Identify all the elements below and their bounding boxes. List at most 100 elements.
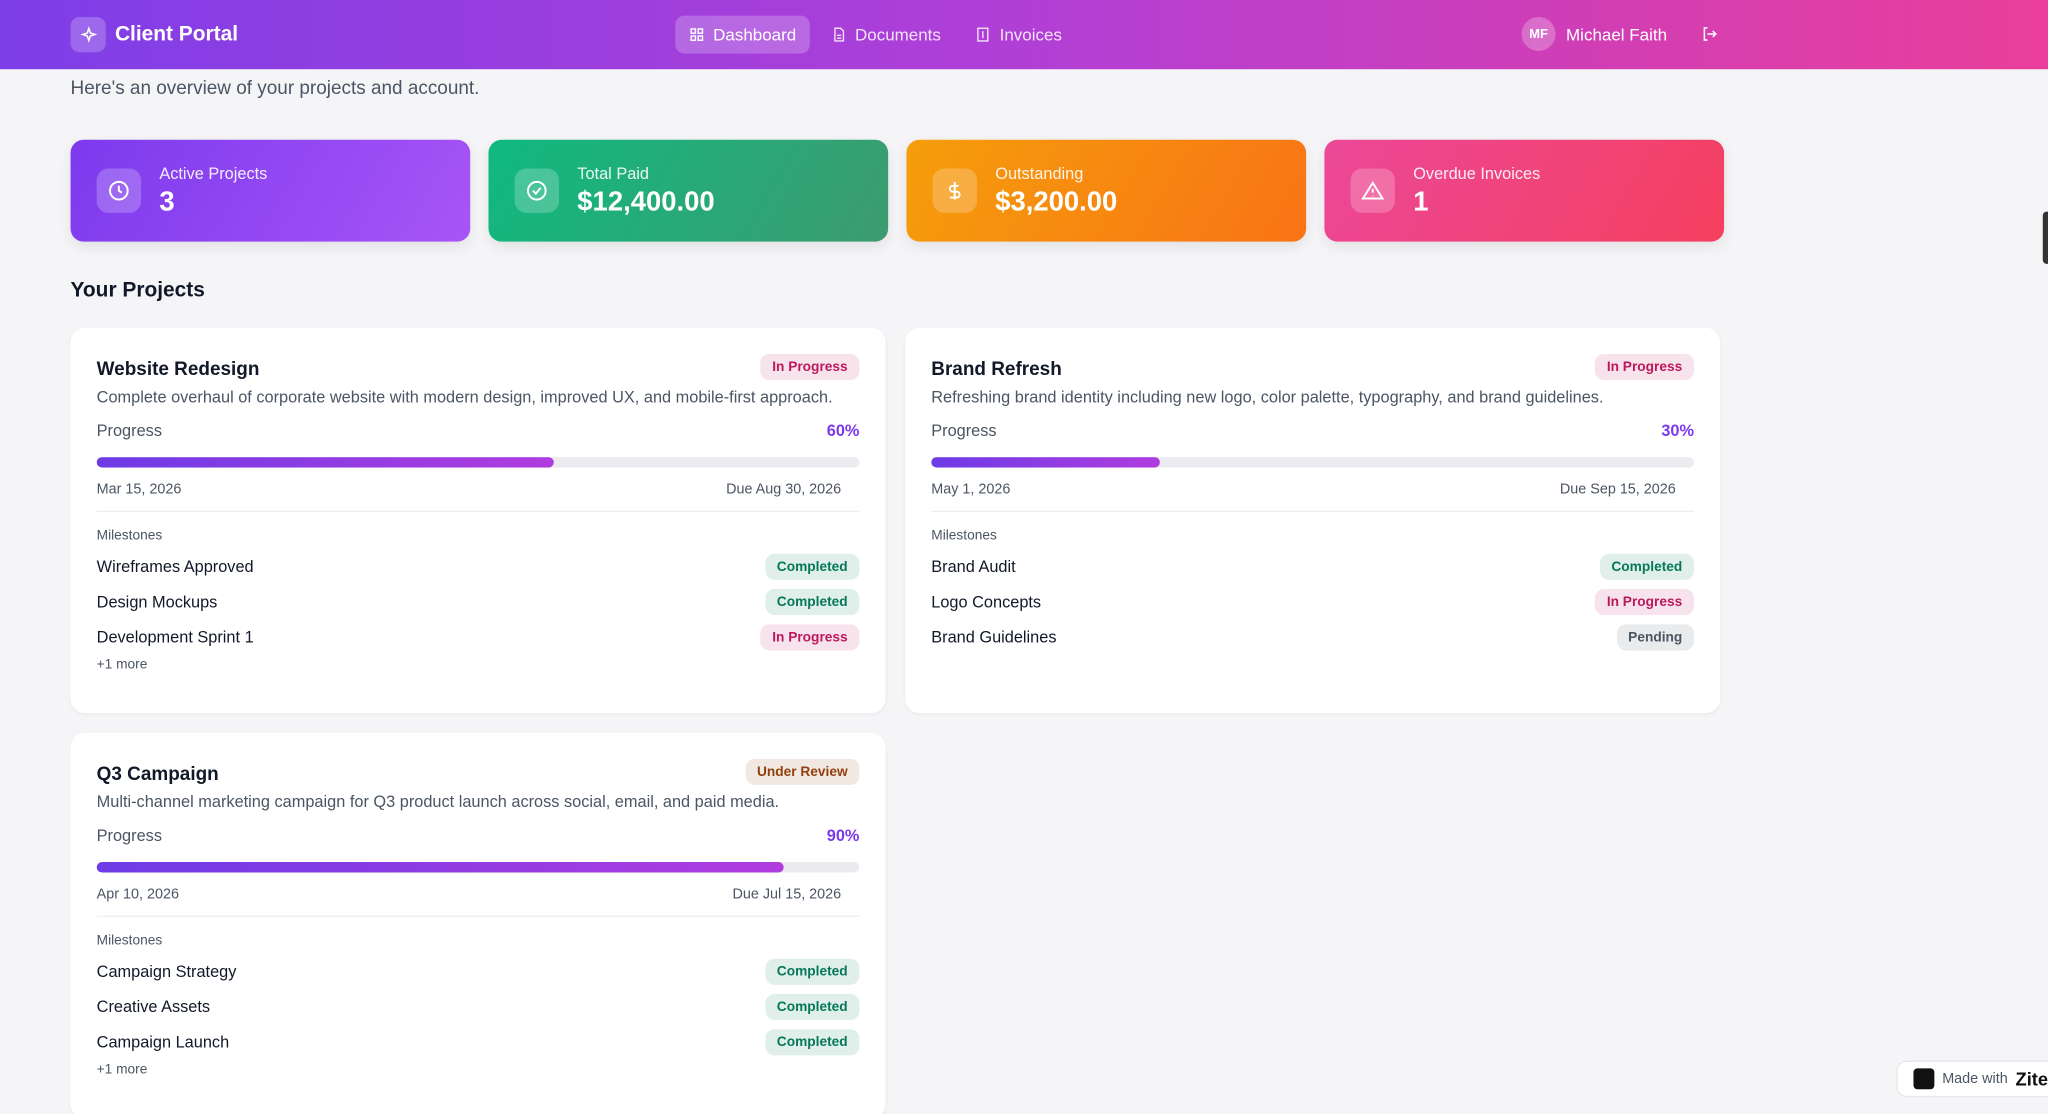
start-date: Apr 10, 2026 xyxy=(96,886,179,903)
nav-link[interactable]: Dashboard xyxy=(675,15,810,54)
milestones-heading: Milestones xyxy=(96,932,163,949)
project-description: Refreshing brand identity including new … xyxy=(931,387,1604,407)
due-date: Due Jul 15, 2026 xyxy=(732,886,842,903)
stat-card: Overdue Invoices 1 xyxy=(1324,139,1725,242)
status-badge: Completed xyxy=(765,1028,860,1055)
avatar: MF xyxy=(1521,16,1556,51)
stat-label: Active Projects xyxy=(159,163,268,183)
dates: Mar 15, 2026 Due Aug 30, 2026 xyxy=(96,481,860,512)
status-badge: Completed xyxy=(765,958,860,985)
milestones-heading: Milestones xyxy=(96,527,163,544)
milestone-name: Wireframes Approved xyxy=(96,557,254,576)
user-menu[interactable]: MF Michael Faith xyxy=(1521,16,1720,51)
status-badge: Completed xyxy=(765,588,860,615)
milestone-name: Logo Concepts xyxy=(931,592,1042,611)
milestone-name: Development Sprint 1 xyxy=(96,627,254,646)
stat-card: Outstanding $3,200.00 xyxy=(906,139,1307,242)
project-description: Complete overhaul of corporate website w… xyxy=(96,387,833,407)
project-name: Website Redesign xyxy=(96,358,260,380)
progress-track xyxy=(96,862,860,873)
stat-icon xyxy=(1350,168,1395,213)
navbar: Client Portal Dashboard Documents Invoices… xyxy=(0,0,2048,70)
badge-prefix: Made with xyxy=(1942,1071,2008,1087)
project-card[interactable]: Brand Refresh In Progress Refreshing brand… xyxy=(905,327,1721,714)
status-badge: In Progress xyxy=(1595,588,1695,615)
project-card[interactable]: Q3 Campaign Under Review Multi-channel mar… xyxy=(70,732,886,1114)
milestone-name: Creative Assets xyxy=(96,997,211,1016)
nav-link[interactable]: Documents xyxy=(817,16,954,54)
stat-text: Active Projects 3 xyxy=(159,164,267,218)
status-badge: Completed xyxy=(1599,553,1695,580)
milestone-name: Campaign Launch xyxy=(96,1032,230,1051)
icon xyxy=(948,181,961,200)
project-card[interactable]: Website Redesign In Progress Complete over… xyxy=(70,327,886,714)
stat-text: Outstanding $3,200.00 xyxy=(995,164,1117,218)
dates: Apr 10, 2026 Due Jul 15, 2026 xyxy=(96,886,860,917)
icon xyxy=(109,180,129,201)
milestone: Campaign Launch Completed xyxy=(97,1024,860,1059)
project-name: Brand Refresh xyxy=(931,358,1062,380)
stat-value: 1 xyxy=(1413,186,1429,217)
brand-name: Client Portal xyxy=(114,22,239,46)
progress-track xyxy=(931,457,1695,468)
milestone-name: Brand Audit xyxy=(931,557,1016,576)
card-header: Q3 Campaign Under Review xyxy=(97,758,860,785)
progress-fill xyxy=(96,457,555,468)
status-badge: Pending xyxy=(1616,623,1695,650)
zite-logo xyxy=(1913,1068,1935,1090)
scroll-handle xyxy=(2042,211,2048,264)
progress-row: Progress 60% xyxy=(97,422,860,440)
progress-value: 60% xyxy=(826,421,860,441)
more-link[interactable]: +1 more xyxy=(96,1061,148,1078)
stat-value: 3 xyxy=(159,186,175,217)
icon xyxy=(527,180,547,201)
milestone-name: Design Mockups xyxy=(96,592,218,611)
milestone-name: Campaign Strategy xyxy=(96,961,237,981)
stat-label: Overdue Invoices xyxy=(1413,163,1541,183)
status-badge: Completed xyxy=(765,553,860,580)
milestone-name: Brand Guidelines xyxy=(931,627,1057,646)
progress-value: 90% xyxy=(826,826,860,846)
stat-text: Overdue Invoices 1 xyxy=(1413,164,1540,218)
status-badge: Under Review xyxy=(745,758,860,785)
stat-card: Active Projects 3 xyxy=(70,139,471,242)
stat-icon xyxy=(932,168,977,213)
dates: May 1, 2026 Due Sep 15, 2026 xyxy=(931,481,1695,512)
stat-label: Outstanding xyxy=(995,163,1084,183)
stat-value: $12,400.00 xyxy=(577,186,715,217)
section-heading: Your Projects xyxy=(70,279,205,302)
start-date: May 1, 2026 xyxy=(931,481,1011,498)
brand[interactable]: Client Portal xyxy=(70,16,239,53)
card-header: Website Redesign In Progress xyxy=(96,353,860,381)
nav-icon xyxy=(690,28,704,41)
status-badge: In Progress xyxy=(760,353,860,381)
progress-label: Progress xyxy=(931,421,997,441)
progress-label: Progress xyxy=(96,826,162,846)
more-link[interactable]: +1 more xyxy=(96,656,148,673)
due-date: Due Sep 15, 2026 xyxy=(1559,481,1676,498)
made-with-badge[interactable]: Made with Zite xyxy=(1896,1060,2048,1098)
stat-icon xyxy=(96,168,142,213)
nav-link[interactable]: Invoices xyxy=(962,16,1075,54)
start-date: Mar 15, 2026 xyxy=(96,481,182,498)
progress-value: 30% xyxy=(1661,421,1695,441)
nav-links: Dashboard Documents Invoices xyxy=(675,15,1075,54)
stat-label: Total Paid xyxy=(577,163,650,183)
status-badge: In Progress xyxy=(1595,353,1695,381)
stat-card: Total Paid $12,400.00 xyxy=(488,139,889,242)
brand-icon xyxy=(70,16,106,53)
progress-label: Progress xyxy=(96,421,162,441)
milestone: Wireframes Approved Completed xyxy=(97,549,860,584)
nav-label: Dashboard xyxy=(713,24,797,45)
milestone: Development Sprint 1 In Progress xyxy=(97,619,860,654)
nav-label: Invoices xyxy=(999,24,1062,45)
logout-icon[interactable] xyxy=(1701,25,1719,43)
progress-fill xyxy=(96,862,784,873)
projects: Website Redesign In Progress Complete over… xyxy=(70,327,1721,1114)
milestones-heading: Milestones xyxy=(931,527,997,544)
nav-label: Documents xyxy=(854,24,941,45)
status-badge: In Progress xyxy=(760,623,860,650)
milestone: Design Mockups Completed xyxy=(97,584,860,619)
